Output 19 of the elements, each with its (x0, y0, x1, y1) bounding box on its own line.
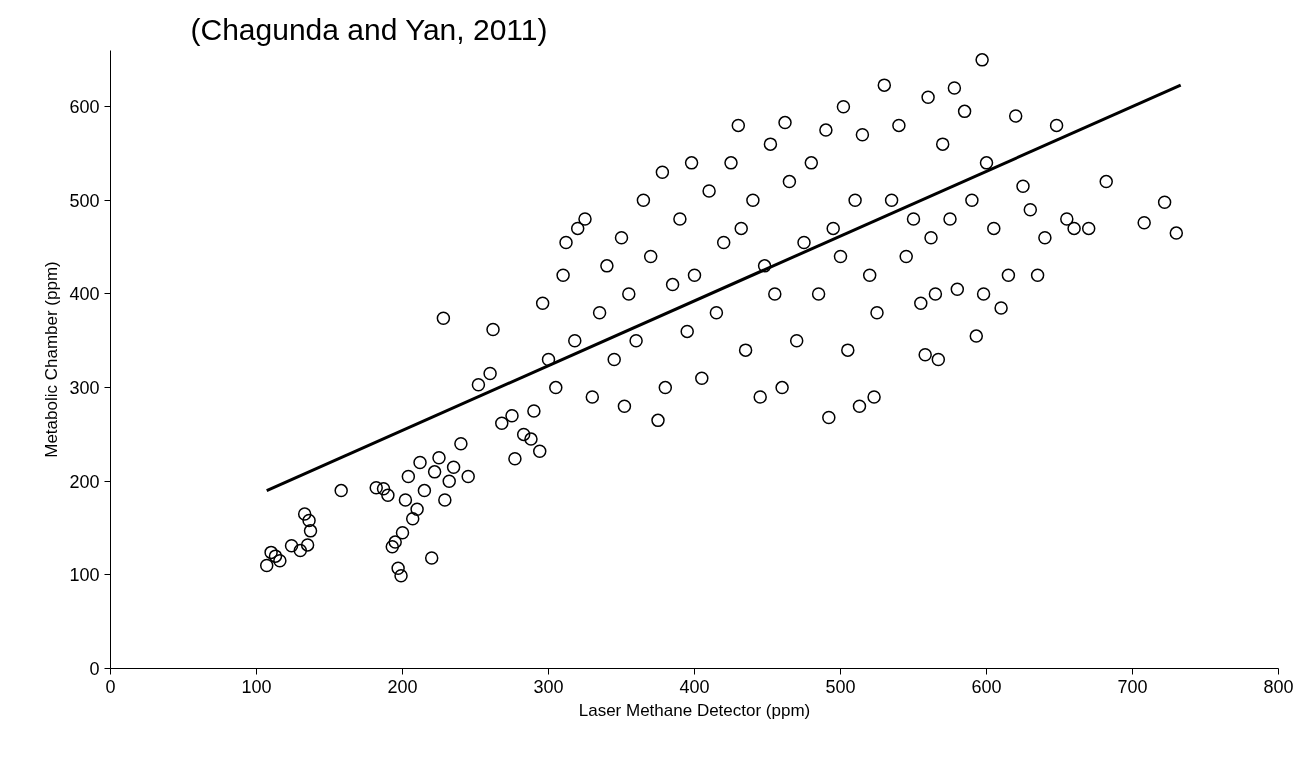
y-tick-label: 200 (69, 471, 100, 492)
x-tick-label: 0 (105, 676, 116, 697)
y-tick-label: 400 (69, 284, 100, 305)
x-tick-label: 300 (533, 676, 564, 697)
x-tick-label: 100 (241, 676, 272, 697)
x-tick-label: 700 (1117, 676, 1148, 697)
y-tick-label: 300 (69, 378, 100, 399)
x-tick-label: 200 (387, 676, 418, 697)
y-tick-label: 100 (69, 565, 100, 586)
chart-title: (Chagunda and Yan, 2011) (190, 12, 548, 46)
x-tick-label: 600 (971, 676, 1002, 697)
x-tick-label: 800 (1263, 676, 1294, 697)
y-tick-label: 600 (69, 97, 100, 118)
x-tick-label: 500 (825, 676, 856, 697)
y-axis-title: Metabolic Chamber (ppm) (42, 261, 62, 458)
x-axis-title: Laser Methane Detector (ppm) (578, 700, 811, 720)
y-tick-label: 0 (89, 659, 100, 679)
y-tick-label: 500 (69, 190, 100, 211)
x-tick-label: 400 (679, 676, 710, 697)
